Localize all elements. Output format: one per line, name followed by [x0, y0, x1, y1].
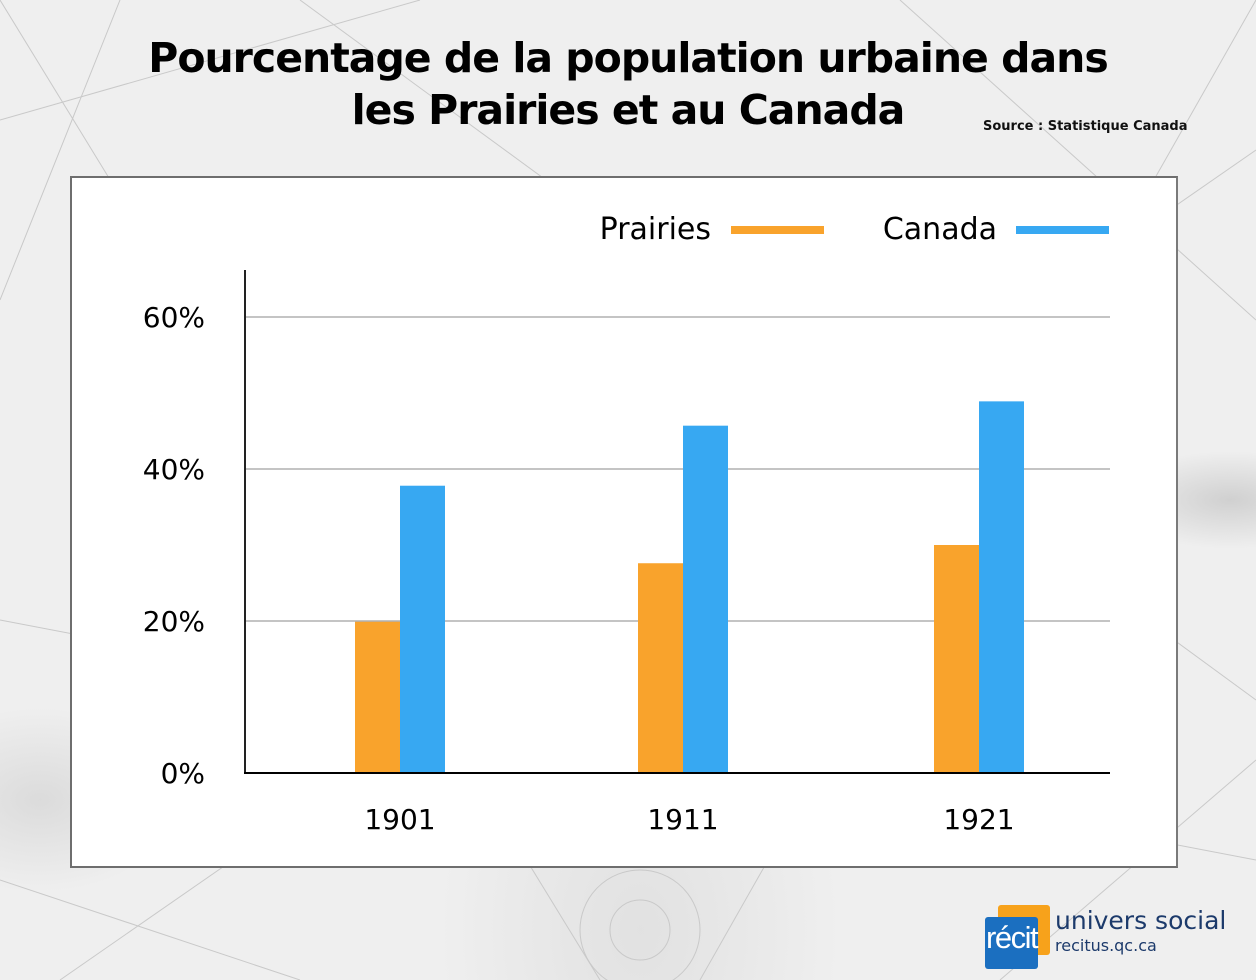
- bar-canada-1901: [400, 485, 445, 773]
- bar-canada-1921: [979, 401, 1024, 773]
- x-tick-labels: 1901 1911 1921: [364, 803, 1014, 836]
- source-note: Source : Statistique Canada: [983, 119, 1188, 134]
- x-tick-label: 1921: [943, 803, 1014, 836]
- logo-mark-text: réci: [986, 920, 1031, 955]
- bar-canada-1911: [683, 425, 728, 773]
- recit-logo: récit univers social recitus.qc.ca: [985, 898, 1245, 970]
- legend-label-canada: Canada: [883, 212, 997, 247]
- logo-mark: récit: [986, 918, 1039, 958]
- bar-prairies-1901: [355, 621, 400, 773]
- chart-title: Pourcentage de la population urbaine dan…: [0, 32, 1256, 136]
- bar-prairies-1921: [934, 545, 979, 773]
- title-line-2: les Prairies et au Canada: [351, 86, 906, 134]
- legend-label-prairies: Prairies: [600, 212, 711, 247]
- logo-blue-square: [985, 917, 1038, 969]
- y-tick-label: 40%: [143, 453, 205, 486]
- logo-url: recitus.qc.ca: [1055, 936, 1157, 955]
- logo-name: univers social: [1055, 906, 1227, 935]
- bars: [355, 401, 1024, 773]
- x-tick-label: 1911: [647, 803, 718, 836]
- x-tick-label: 1901: [364, 803, 435, 836]
- y-tick-label: 60%: [143, 301, 205, 334]
- y-tick-labels: 0% 20% 40% 60%: [143, 301, 205, 790]
- y-tick-label: 0%: [161, 757, 205, 790]
- legend: Prairies Canada: [600, 212, 1109, 247]
- bar-prairies-1911: [638, 563, 683, 773]
- title-line-1: Pourcentage de la population urbaine dan…: [148, 34, 1108, 82]
- logo-mark-suffix: t: [1029, 920, 1039, 955]
- y-tick-label: 20%: [143, 605, 205, 638]
